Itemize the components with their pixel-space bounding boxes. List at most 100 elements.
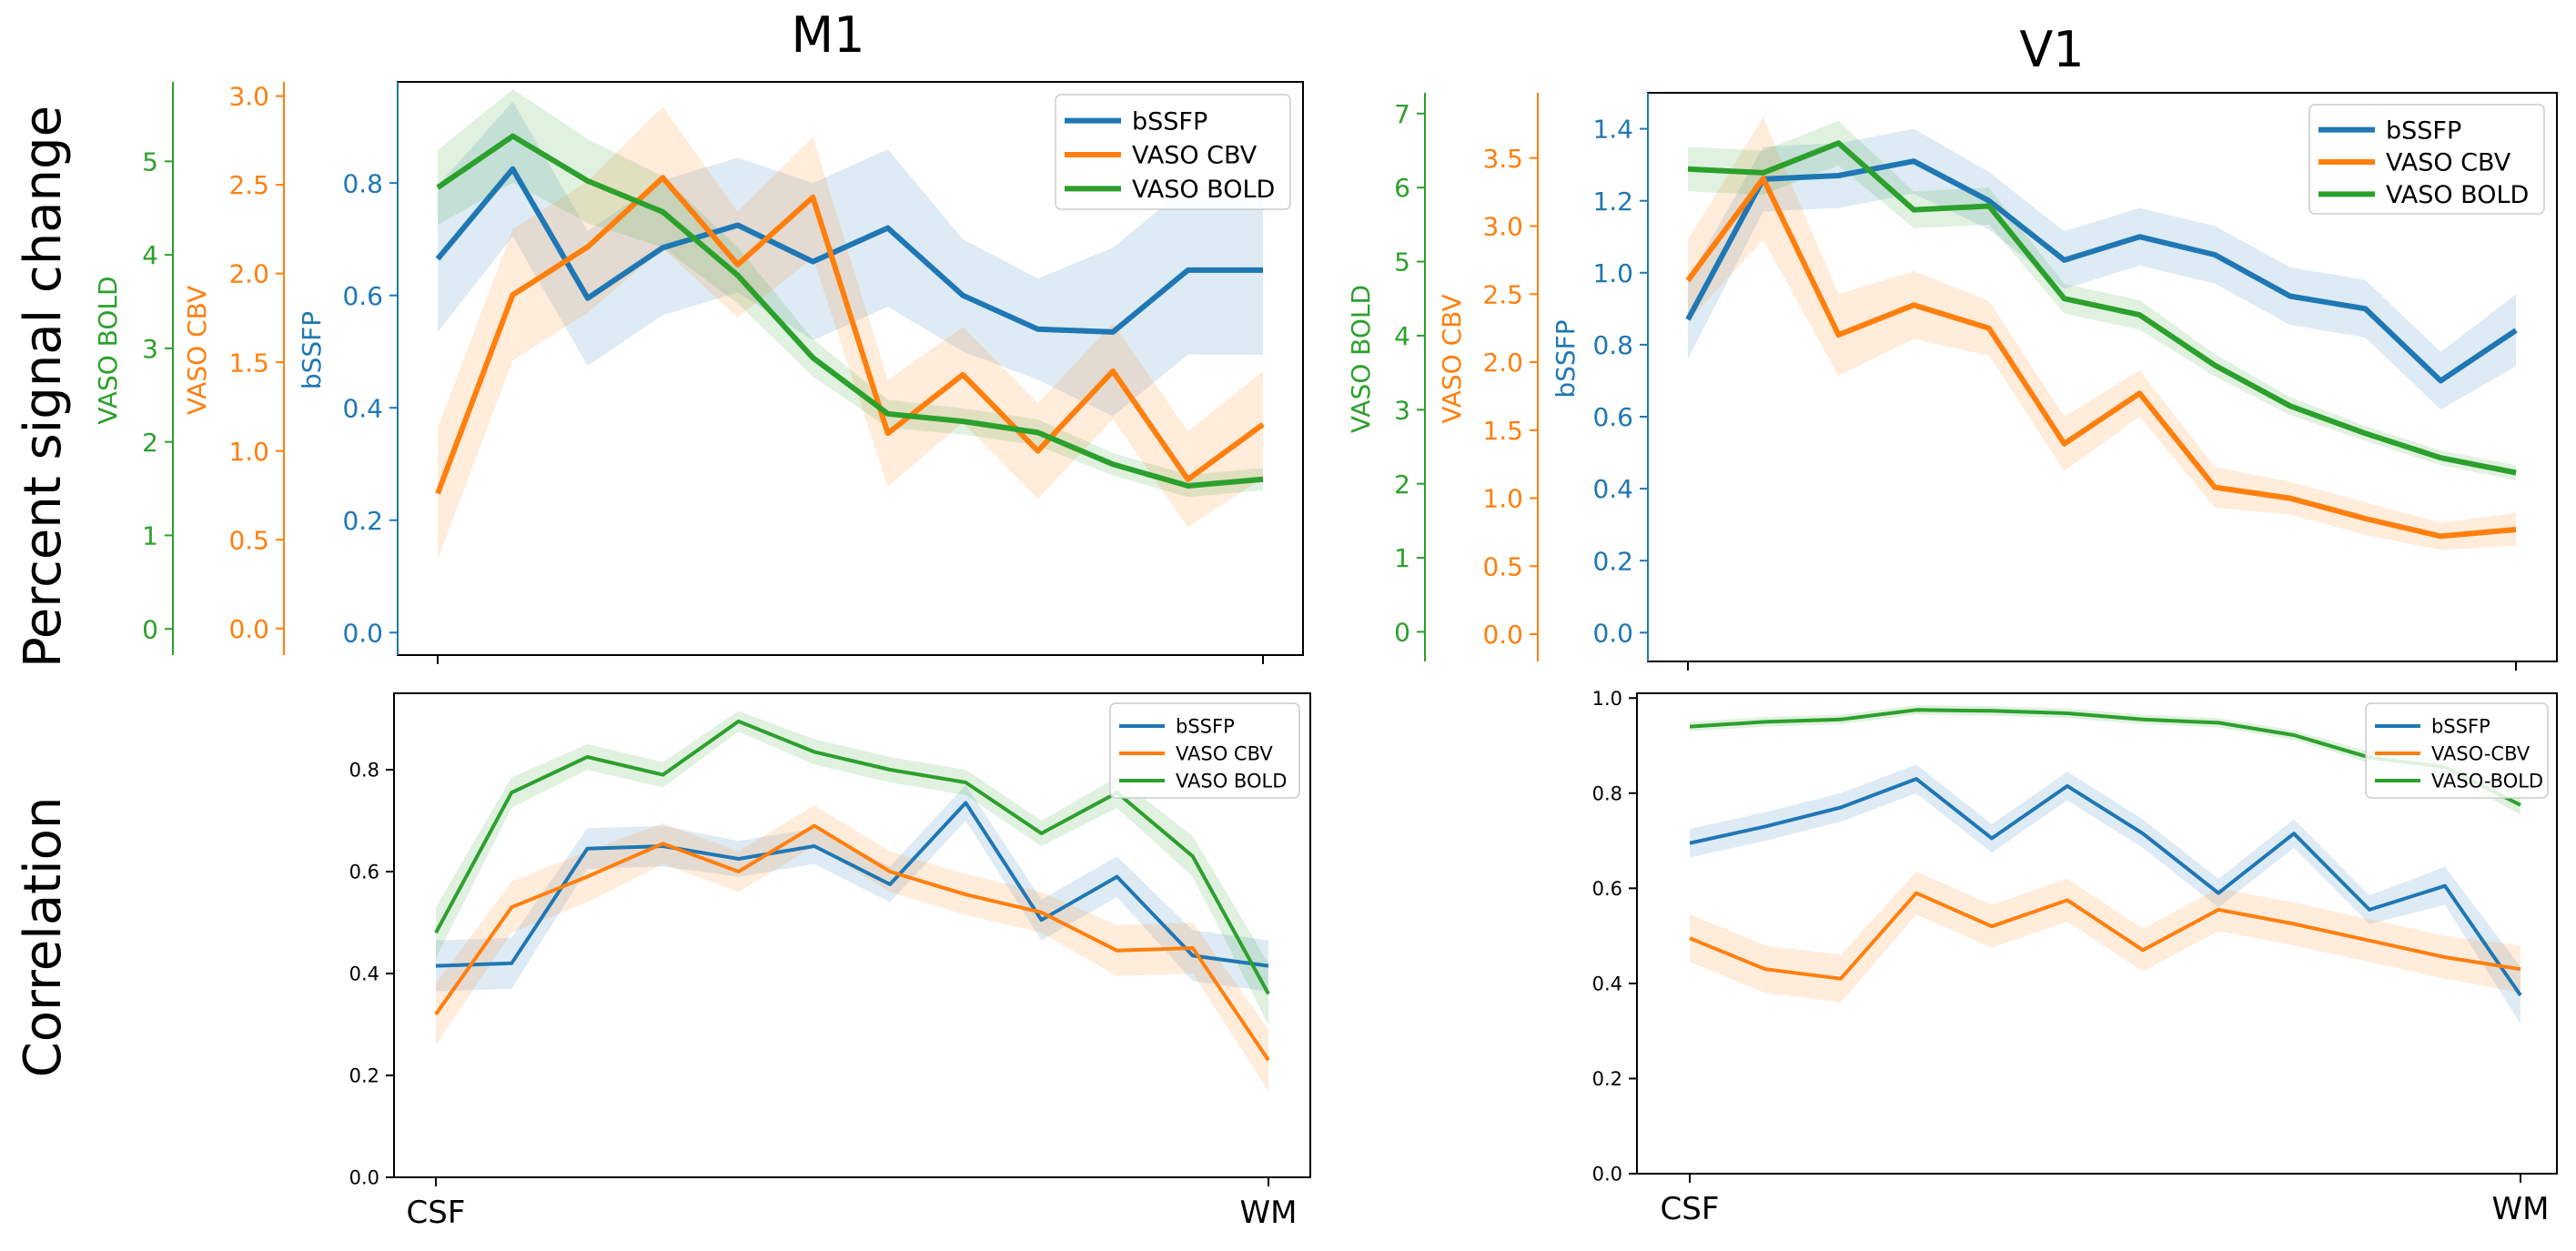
series-line <box>1689 891 2521 981</box>
y-tick-label: 1.0 <box>1592 258 1633 288</box>
y-tick-label: 4 <box>142 240 158 270</box>
column-title-m1: M1 <box>792 6 865 64</box>
y-tick-label: 0.2 <box>1592 1068 1622 1090</box>
y-tick-label: 1.0 <box>1592 688 1622 710</box>
y-tick-label: 2.5 <box>1482 279 1523 309</box>
y-tick-label: 0.6 <box>1592 402 1633 432</box>
confidence-band <box>436 805 1268 1091</box>
legend-label: VASO CBV <box>2386 149 2511 177</box>
y-tick-label: 0.0 <box>1592 618 1633 648</box>
y-tick-label: 0.0 <box>1482 620 1523 650</box>
y-tick-label: 1.0 <box>1482 484 1523 514</box>
legend-label: bSSFP <box>2431 716 2490 738</box>
y-tick-label: 0.8 <box>1592 782 1622 804</box>
chart-v1_corr: 0.0 0.2 0.4 0.6 0.8 1.0 CSF WM bSSFP VASO-CBV VASO… <box>1592 688 2558 1227</box>
y-tick-label: 3.5 <box>1482 144 1523 174</box>
series-line <box>434 719 1270 995</box>
y-tick-label: 0.6 <box>349 862 379 883</box>
y-tick-label: 1.2 <box>1592 187 1633 217</box>
legend-label: bSSFP <box>1176 716 1235 738</box>
chart-m1_psc: 0.0 0.2 0.4 0.6 0.8 bSSFP 0.0 0.5 1.0 1.5 2.0 2.5 3.… <box>93 81 1304 664</box>
y-tick-label: 2 <box>1394 469 1410 499</box>
row-label-top: Percent signal change <box>14 106 73 668</box>
legend-label: VASO BOLD <box>1176 771 1287 792</box>
y-tick-label: 0.2 <box>342 506 383 536</box>
plot-frame <box>1636 692 2558 1175</box>
y-tick-label: 0.5 <box>1482 551 1523 581</box>
y-axis-label: VASO CBV <box>1437 294 1467 423</box>
y-tick-label: 3.0 <box>1482 212 1523 242</box>
y-tick-label: 0.0 <box>1592 1164 1622 1185</box>
y-tick-label: 5 <box>142 146 158 177</box>
series-line <box>435 175 1265 495</box>
y-tick-label: 0.0 <box>342 618 383 648</box>
series-line <box>1687 140 2517 476</box>
confidence-band <box>436 784 1268 992</box>
y-tick-label: 0.5 <box>228 525 269 555</box>
row-label-bottom: Correlation <box>14 797 73 1078</box>
confidence-band <box>438 101 1263 417</box>
y-tick-label: 1.5 <box>1482 416 1523 446</box>
series-line <box>436 133 1264 489</box>
y-tick-label: 0.4 <box>1592 973 1622 994</box>
legend-label: VASO-BOLD <box>2431 771 2543 792</box>
y-tick-label: 1.5 <box>228 348 269 378</box>
y-tick-label: 2.0 <box>228 259 269 289</box>
y-axis-label: bSSFP <box>297 311 327 389</box>
y-tick-label: 3 <box>142 334 158 364</box>
confidence-band <box>1688 116 2516 550</box>
x-tick-label: WM <box>1240 1195 1298 1231</box>
series-line <box>434 823 1270 1062</box>
series-line <box>435 166 1263 335</box>
y-tick-label: 0 <box>1394 618 1410 648</box>
y-tick-label: 0.4 <box>349 963 379 985</box>
confidence-band <box>1688 120 2516 480</box>
y-tick-label: 2 <box>142 428 158 458</box>
chart-m1_corr: 0.0 0.2 0.4 0.6 0.8 CSF WM bSSFP VASO CBV VASO BO… <box>349 692 1311 1231</box>
y-tick-label: 0.2 <box>1592 546 1633 576</box>
y-tick-label: 0.0 <box>349 1167 379 1189</box>
legend-label: VASO CBV <box>1176 743 1273 765</box>
legend-label: VASO CBV <box>1132 142 1258 170</box>
y-axis-label: VASO BOLD <box>1346 285 1376 433</box>
y-tick-label: 0.6 <box>1592 878 1622 900</box>
y-tick-label: 6 <box>1394 173 1410 203</box>
y-tick-label: 1 <box>1394 543 1410 573</box>
y-tick-label: 1 <box>142 521 158 551</box>
y-tick-label: 1.4 <box>1592 115 1633 145</box>
y-tick-label: 0.6 <box>342 281 383 311</box>
y-tick-label: 0.4 <box>342 393 383 423</box>
x-tick-label: CSF <box>407 1195 466 1231</box>
legend-label: VASO-CBV <box>2431 743 2531 765</box>
y-tick-label: 0.8 <box>349 760 379 782</box>
y-tick-label: 1.0 <box>228 437 269 467</box>
y-tick-label: 7 <box>1394 99 1410 129</box>
y-tick-label: 3.0 <box>228 82 269 112</box>
confidence-band <box>438 89 1263 498</box>
plot-frame <box>393 692 1311 1178</box>
y-tick-label: 4 <box>1394 321 1410 351</box>
legend-label: VASO BOLD <box>1132 176 1275 204</box>
x-tick-label: WM <box>2492 1191 2550 1227</box>
chart-v1_psc: 0.0 0.2 0.4 0.6 0.8 1.0 1.2 1.4 bSSFP 0.0 0.5 1.0 1.… <box>1346 92 2558 671</box>
y-tick-label: 5 <box>1394 247 1410 277</box>
y-tick-label: 0.2 <box>349 1065 379 1087</box>
y-tick-label: 2.0 <box>1482 348 1523 378</box>
y-tick-label: 0.8 <box>1592 330 1633 360</box>
series-line <box>1685 158 2518 384</box>
legend-label: bSSFP <box>2386 116 2461 145</box>
y-tick-label: 0.0 <box>228 614 269 644</box>
legend-label: VASO BOLD <box>2386 181 2529 209</box>
y-tick-label: 0.8 <box>342 168 383 198</box>
y-tick-label: 2.5 <box>228 170 269 200</box>
y-axis-label: VASO BOLD <box>93 276 123 424</box>
x-tick-label: CSF <box>1661 1191 1720 1227</box>
y-tick-label: 0 <box>142 614 158 644</box>
column-title-v1: V1 <box>2019 21 2084 78</box>
confidence-band <box>1688 128 2516 410</box>
y-tick-label: 3 <box>1394 395 1410 425</box>
series-line <box>435 801 1269 968</box>
confidence-band <box>438 106 1263 560</box>
series-line <box>1689 777 2522 997</box>
